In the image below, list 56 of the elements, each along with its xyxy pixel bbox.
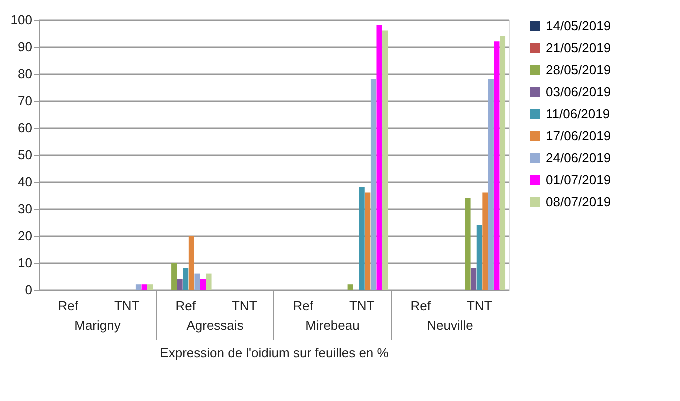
x-tick-label: TNT — [114, 298, 140, 314]
bar — [200, 279, 206, 290]
x-tick-label: Ref — [58, 298, 79, 314]
bar — [365, 192, 371, 290]
text: Agressais — [186, 318, 244, 333]
y-tick-label: 10 — [18, 256, 32, 270]
bar — [172, 263, 178, 290]
bar — [177, 279, 183, 290]
bar — [136, 284, 142, 290]
legend-label: 08/07/2019 — [546, 194, 612, 210]
bar — [370, 79, 376, 290]
bar — [500, 36, 506, 290]
x-tick-label: Ref — [293, 298, 314, 314]
bar — [148, 284, 154, 290]
bar — [382, 30, 388, 290]
text: Mirebeau — [306, 318, 360, 333]
legend-label: 03/06/2019 — [546, 84, 612, 100]
legend-label: 24/06/2019 — [546, 150, 612, 166]
legend-label: 11/06/2019 — [546, 106, 610, 122]
legend-label: 01/07/2019 — [546, 172, 612, 188]
y-tick-label: 70 — [18, 94, 32, 108]
x-tick-label: TNT — [349, 298, 375, 314]
bar — [494, 42, 500, 290]
y-tick-label: 20 — [18, 228, 32, 244]
bar — [183, 268, 189, 290]
y-tick-label: 0 — [25, 282, 32, 298]
bar — [376, 25, 382, 290]
text: Neuville — [427, 318, 474, 333]
y-tick-label: 30 — [18, 202, 32, 216]
bar — [194, 274, 200, 290]
y-tick-label: 60 — [18, 120, 32, 136]
bar — [471, 268, 477, 290]
y-tick-label: 100 — [10, 12, 32, 28]
bar — [476, 225, 482, 290]
bar — [348, 284, 354, 290]
bar — [465, 198, 471, 290]
y-tick-label: 50 — [18, 148, 32, 162]
x-tick-label: Ref — [410, 298, 432, 314]
x-axis-title: Expression de l'oidium sur feuilles en % — [160, 346, 390, 360]
bar — [482, 192, 488, 290]
x-tick-label: TNT — [466, 298, 492, 314]
legend-label: 21/05/2019 — [546, 40, 612, 56]
y-tick-label: 80 — [18, 66, 32, 82]
text: Marigny — [74, 318, 122, 333]
x-tick-label: TNT — [232, 298, 258, 314]
bar — [142, 284, 148, 290]
legend-label: 28/05/2019 — [546, 62, 612, 78]
bar — [206, 274, 212, 290]
x-tick-label: Ref — [176, 298, 196, 314]
bar — [488, 79, 494, 290]
bar — [188, 236, 194, 290]
y-tick-label: 40 — [18, 174, 32, 190]
y-tick-label: 90 — [18, 40, 32, 54]
legend-label: 14/05/2019 — [546, 18, 612, 34]
legend-label: 17/06/2019 — [546, 128, 612, 144]
bar — [359, 187, 365, 290]
